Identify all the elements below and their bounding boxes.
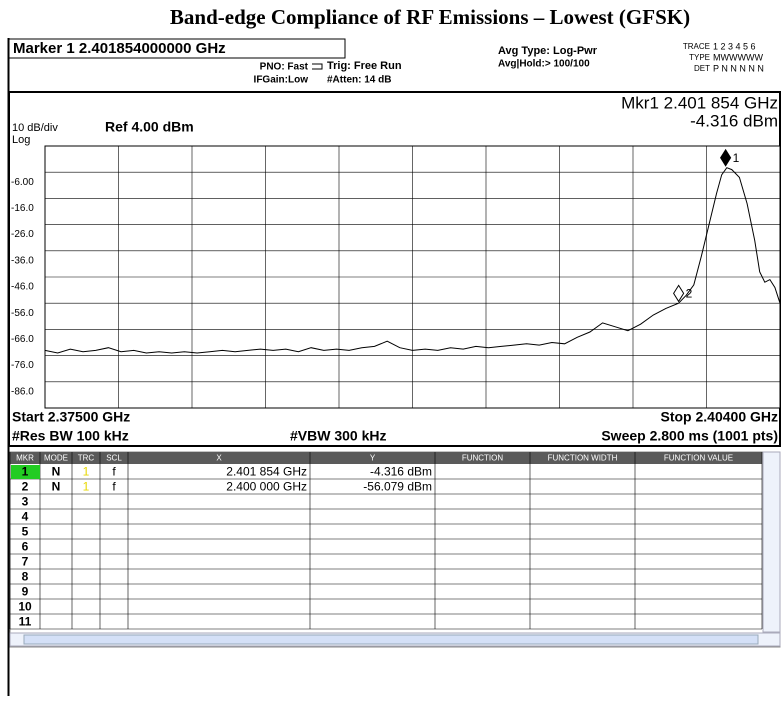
v-scrollbar bbox=[762, 451, 781, 633]
col-header: FUNCTION VALUE bbox=[664, 454, 733, 463]
marker-box bbox=[8, 38, 346, 59]
marker-table: MKR MODE TRC SCL X Y FUNCTION FUNCTION WIDTH FUN… bbox=[9, 451, 781, 648]
col-header: X bbox=[216, 454, 222, 463]
y-tick-label: -86.0 bbox=[11, 386, 34, 397]
trace-nums: 1 2 3 4 5 6 bbox=[713, 41, 756, 51]
y-tick-label: -36.0 bbox=[11, 255, 34, 266]
log: Log bbox=[12, 134, 30, 146]
col-header: TRC bbox=[78, 454, 95, 463]
y-tick-label: -66.0 bbox=[11, 334, 34, 345]
cell: 7 bbox=[22, 555, 29, 569]
scale: 10 dB/div bbox=[12, 122, 58, 134]
table-bg bbox=[9, 451, 781, 648]
col-header: Y bbox=[370, 454, 376, 463]
trace bbox=[44, 167, 781, 354]
scroll-thumb bbox=[23, 634, 759, 645]
y-tick-label: -56.0 bbox=[11, 308, 34, 319]
atten: #Atten: 14 dB bbox=[327, 75, 391, 86]
cell: N bbox=[52, 465, 61, 479]
cell: -4.316 dBm bbox=[370, 465, 432, 479]
cell: 2.401 854 GHz bbox=[226, 465, 307, 479]
cell: 1 bbox=[22, 465, 29, 479]
cell: 5 bbox=[22, 525, 29, 539]
col-header: FUNCTION bbox=[462, 454, 504, 463]
header-bg bbox=[10, 452, 762, 464]
pno: PNO: Fast bbox=[260, 62, 309, 73]
cell: 6 bbox=[22, 540, 29, 554]
cell: N bbox=[52, 480, 61, 494]
vbw: #VBW 300 kHz bbox=[290, 428, 386, 444]
y-tick-label: -26.0 bbox=[11, 229, 34, 240]
cell: 11 bbox=[19, 615, 32, 629]
marker-diamond bbox=[673, 284, 685, 303]
type-vals: MWWWWW bbox=[713, 52, 763, 62]
col-header: SCL bbox=[106, 454, 122, 463]
mkr-level: -4.316 dBm bbox=[690, 111, 778, 130]
marker-label: 1 bbox=[733, 151, 740, 165]
pno-icon bbox=[312, 63, 323, 70]
trace-label: TRACE bbox=[683, 42, 710, 51]
y-tick-label: -16.0 bbox=[11, 203, 34, 214]
det-vals: P N N N N N bbox=[713, 63, 764, 73]
cell: 4 bbox=[22, 510, 29, 524]
y-tick-label: -46.0 bbox=[11, 282, 34, 293]
col-header: FUNCTION WIDTH bbox=[548, 454, 618, 463]
cell: 1 bbox=[83, 465, 90, 479]
stop: Stop 2.40400 GHz bbox=[661, 409, 779, 425]
y-tick-label: -76.0 bbox=[11, 360, 34, 371]
selected-cell bbox=[11, 465, 40, 479]
sweep: Sweep 2.800 ms (1001 pts) bbox=[601, 428, 778, 444]
col-header: MKR bbox=[16, 454, 34, 463]
ifgain: IFGain:Low bbox=[254, 75, 309, 86]
rbw: #Res BW 100 kHz bbox=[12, 428, 129, 444]
cell: f bbox=[112, 480, 116, 494]
cell: f bbox=[112, 465, 116, 479]
cell: 2 bbox=[22, 480, 29, 494]
mkr-freq: Mkr1 2.401 854 GHz bbox=[621, 93, 778, 112]
cell: 8 bbox=[22, 570, 29, 584]
marker-diamond bbox=[720, 148, 732, 167]
cell: 2.400 000 GHz bbox=[226, 480, 307, 494]
avg-hold: Avg|Hold:> 100/100 bbox=[498, 59, 590, 70]
cell: 3 bbox=[22, 495, 29, 509]
cell: 10 bbox=[18, 600, 32, 614]
det-label: DET bbox=[694, 64, 710, 73]
cell: 9 bbox=[22, 585, 29, 599]
marker-freq: Marker 1 2.401854000000 GHz bbox=[13, 40, 226, 57]
type-label: TYPE bbox=[689, 53, 710, 62]
y-tick-label: -6.00 bbox=[11, 177, 34, 188]
ref: Ref 4.00 dBm bbox=[105, 119, 194, 135]
trig: Trig: Free Run bbox=[327, 60, 402, 72]
col-header: MODE bbox=[44, 454, 68, 463]
avg-type: Avg Type: Log-Pwr bbox=[498, 45, 598, 57]
cell: -56.079 dBm bbox=[363, 480, 432, 494]
title: Band-edge Compliance of RF Emissions – L… bbox=[170, 5, 690, 29]
cell: 1 bbox=[83, 480, 90, 494]
start: Start 2.37500 GHz bbox=[12, 409, 130, 425]
marker-label: 2 bbox=[686, 287, 693, 301]
